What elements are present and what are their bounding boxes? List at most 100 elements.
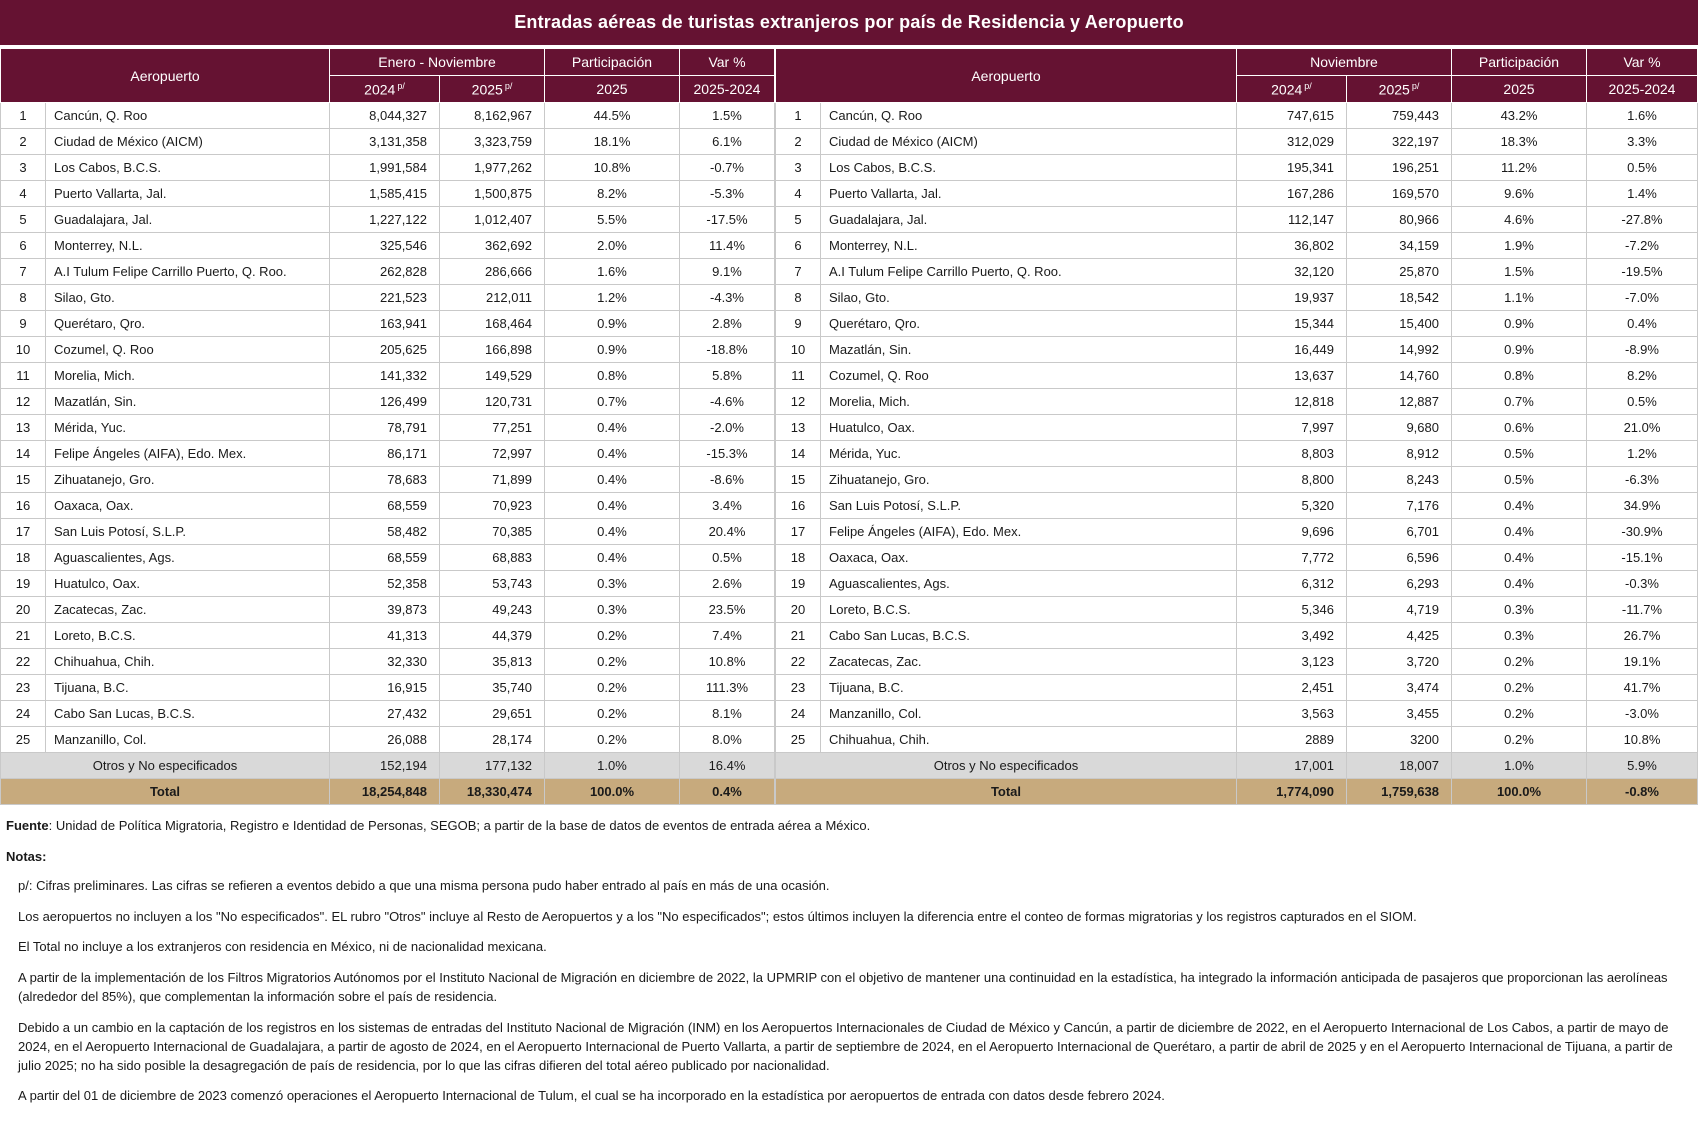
cell-var: -0.7% [679, 154, 775, 181]
table-row: 15 Zihuatanejo, Gro. 78,683 71,899 0.4% -8.6% [0, 466, 775, 493]
cell-2024: 12,818 [1235, 388, 1347, 415]
cell-participation: 100.0% [1451, 778, 1587, 805]
cell-airport: San Luis Potosí, S.L.P. [45, 518, 330, 545]
cell-2024: 27,432 [329, 700, 440, 727]
cell-var: 2.6% [679, 570, 775, 597]
table-row: 6 Monterrey, N.L. 325,546 362,692 2.0% 11.4% [0, 232, 775, 259]
cell-participation: 44.5% [544, 102, 680, 129]
cell-2025: 14,760 [1345, 362, 1453, 389]
cell-2024: 8,800 [1235, 466, 1347, 493]
cell-participation: 1.1% [1451, 284, 1587, 311]
cell-2025: 3,474 [1345, 674, 1453, 701]
cell-participation: 18.1% [544, 128, 680, 155]
column-header-var: Var % [1586, 48, 1698, 76]
table-noviembre: Aeropuerto Noviembre Participación Var %… [775, 48, 1698, 805]
table-row: 20 Loreto, B.C.S. 5,346 4,719 0.3% -11.7% [775, 596, 1698, 623]
cell-var: -4.3% [679, 284, 775, 311]
cell-rank: 18 [0, 544, 46, 571]
cell-var: 0.4% [679, 778, 775, 805]
cell-airport: Los Cabos, B.C.S. [820, 154, 1237, 181]
cell-participation: 43.2% [1451, 102, 1587, 129]
note-paragraph: Debido a un cambio en la captación de lo… [18, 1019, 1673, 1073]
cell-2024: 3,563 [1235, 700, 1347, 727]
table-row: 10 Cozumel, Q. Roo 205,625 166,898 0.9% -18.8… [0, 336, 775, 363]
cell-participation: 2.0% [544, 232, 680, 259]
cell-2024: 1,991,584 [329, 154, 440, 181]
cell-2024: 16,449 [1235, 336, 1347, 363]
cell-participation: 0.4% [1451, 518, 1587, 545]
cell-rank: 5 [775, 206, 821, 233]
cell-var: -3.0% [1586, 700, 1698, 727]
cell-participation: 0.4% [544, 544, 680, 571]
cell-airport: Cancún, Q. Roo [820, 102, 1237, 129]
cell-label: Otros y No especificados [0, 752, 330, 779]
cell-participation: 0.2% [544, 700, 680, 727]
cell-airport: A.I Tulum Felipe Carrillo Puerto, Q. Roo… [820, 258, 1237, 285]
cell-2025: 8,162,967 [439, 102, 545, 129]
cell-airport: Guadalajara, Jal. [45, 206, 330, 233]
cell-2025: 70,923 [439, 492, 545, 519]
cell-var: 19.1% [1586, 648, 1698, 675]
cell-rank: 13 [0, 414, 46, 441]
table-row: 22 Chihuahua, Chih. 32,330 35,813 0.2% 10.8% [0, 648, 775, 675]
table-row: 8 Silao, Gto. 19,937 18,542 1.1% -7.0% [775, 284, 1698, 311]
cell-airport: San Luis Potosí, S.L.P. [820, 492, 1237, 519]
cell-2025: 169,570 [1345, 180, 1453, 207]
year-label: 2024 [1271, 81, 1303, 98]
cell-2024: 8,044,327 [329, 102, 440, 129]
cell-participation: 0.8% [1451, 362, 1587, 389]
cell-rank: 15 [775, 466, 821, 493]
cell-2024: 262,828 [329, 258, 440, 285]
cell-participation: 0.2% [544, 674, 680, 701]
column-header-2025: 2025 p/ [439, 75, 545, 103]
column-header-participacion: Participación [544, 48, 680, 76]
cell-participation: 0.5% [1451, 440, 1587, 467]
cell-var: -6.3% [1586, 466, 1698, 493]
cell-var: 10.8% [1586, 726, 1698, 753]
preliminary-mark: p/ [1304, 80, 1312, 91]
cell-2025: 120,731 [439, 388, 545, 415]
cell-var: 21.0% [1586, 414, 1698, 441]
cell-2025: 25,870 [1345, 258, 1453, 285]
cell-var: 6.1% [679, 128, 775, 155]
table-row: 25 Manzanillo, Col. 26,088 28,174 0.2% 8.0% [0, 726, 775, 753]
cell-2025: 29,651 [439, 700, 545, 727]
note-paragraph: p/: Cifras preliminares. Las cifras se r… [18, 877, 830, 893]
cell-rank: 20 [775, 596, 821, 623]
table-row: 7 A.I Tulum Felipe Carrillo Puerto, Q. Ro… [775, 258, 1698, 285]
cell-rank: 17 [0, 518, 46, 545]
cell-var: -7.2% [1586, 232, 1698, 259]
table-row: 2 Ciudad de México (AICM) 312,029 322,197 18… [775, 128, 1698, 155]
cell-rank: 13 [775, 414, 821, 441]
total-row: Total 1,774,090 1,759,638 100.0% -0.8% [775, 778, 1698, 805]
cell-2025: 6,293 [1345, 570, 1453, 597]
cell-rank: 15 [0, 466, 46, 493]
cell-airport: Cabo San Lucas, B.C.S. [820, 622, 1237, 649]
cell-rank: 8 [775, 284, 821, 311]
cell-2025: 49,243 [439, 596, 545, 623]
cell-2025: 8,912 [1345, 440, 1453, 467]
cell-airport: Querétaro, Qro. [820, 310, 1237, 337]
cell-airport: Cozumel, Q. Roo [820, 362, 1237, 389]
table-row: 21 Cabo San Lucas, B.C.S. 3,492 4,425 0.3% 26… [775, 622, 1698, 649]
cell-var: -17.5% [679, 206, 775, 233]
cell-2025: 3,455 [1345, 700, 1453, 727]
cell-rank: 3 [0, 154, 46, 181]
table-row: 9 Querétaro, Qro. 163,941 168,464 0.9% 2.8% [0, 310, 775, 337]
cell-participation: 0.3% [544, 570, 680, 597]
cell-airport: Tijuana, B.C. [45, 674, 330, 701]
cell-2025: 4,425 [1345, 622, 1453, 649]
cell-participation: 0.7% [1451, 388, 1587, 415]
cell-2024: 5,320 [1235, 492, 1347, 519]
cell-2024: 78,791 [329, 414, 440, 441]
cell-airport: Zacatecas, Zac. [45, 596, 330, 623]
cell-airport: Mérida, Yuc. [820, 440, 1237, 467]
cell-rank: 22 [775, 648, 821, 675]
cell-rank: 11 [775, 362, 821, 389]
table-row: 5 Guadalajara, Jal. 112,147 80,966 4.6% -27.8… [775, 206, 1698, 233]
cell-2025: 362,692 [439, 232, 545, 259]
table-header: Aeropuerto Enero - Noviembre Participaci… [0, 48, 775, 103]
cell-2025: 68,883 [439, 544, 545, 571]
page-title: Entradas aéreas de turistas extranjeros … [0, 0, 1698, 48]
cell-2025: 196,251 [1345, 154, 1453, 181]
